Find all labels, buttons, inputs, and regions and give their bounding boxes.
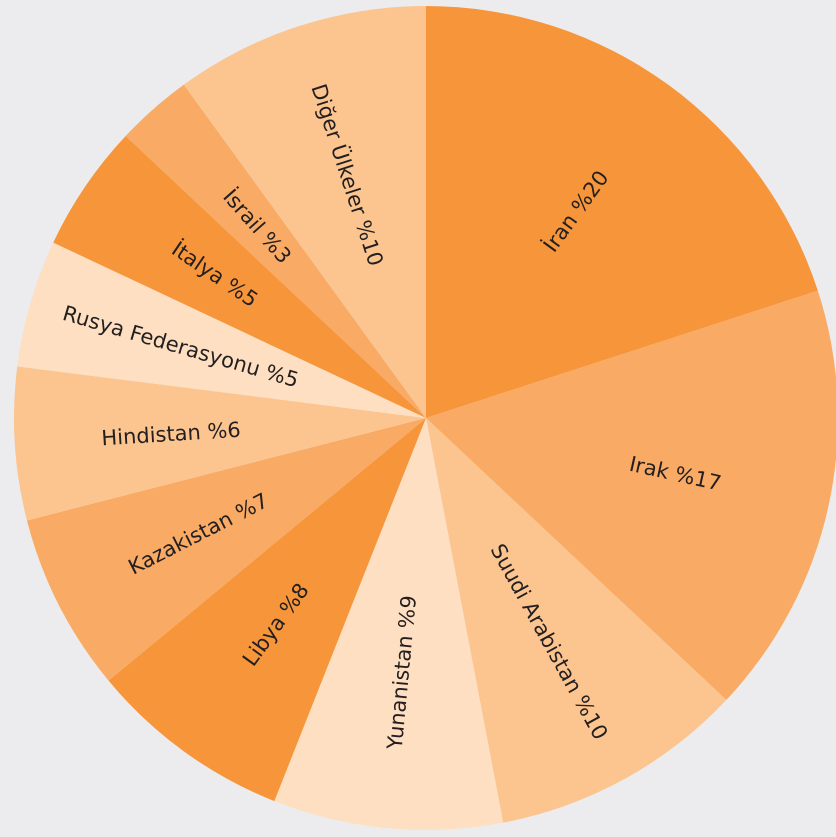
pie-slice [125,84,426,419]
pie-slice [426,290,836,701]
pie-slice [26,418,426,681]
pie-slice [53,135,427,418]
pie-slice [17,242,426,418]
pie-slice [13,366,427,521]
pie-slice [426,5,818,418]
pie-slice [426,418,727,823]
pie-slice [274,418,504,830]
pie-slice [183,6,426,418]
pie-slice [108,418,427,802]
slices-layer [13,5,836,830]
